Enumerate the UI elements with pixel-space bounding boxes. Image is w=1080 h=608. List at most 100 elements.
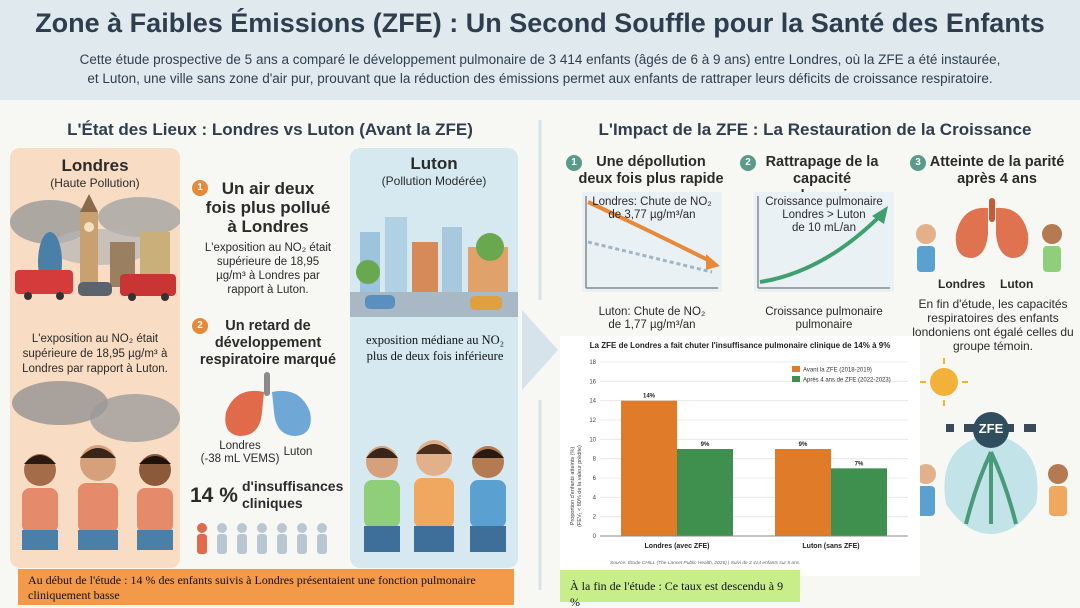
step3-text-line-1: En fin d'étude, les capacités	[918, 297, 1068, 311]
y-tick-label: 14	[589, 399, 596, 405]
legend-label-before: Avant la ZFE (2018-2019)	[803, 368, 872, 374]
step3-title: Atteinte de la parité après 4 ans	[922, 154, 1072, 188]
chart-title: La ZFE de Londres a fait chuter l'insuff…	[590, 341, 891, 350]
luton-name: Luton	[410, 154, 458, 173]
lung-label-london-value: (-38 mL VEMS)	[200, 453, 280, 465]
legend-label-after: Après 4 ans de ZFE (2022-2023)	[803, 378, 891, 384]
y-tick-label: 0	[593, 534, 597, 540]
step2-chart-label: Croissance pulmonaire Londres > Luton de…	[756, 196, 892, 235]
step3-children-lungs-illustration	[916, 198, 1062, 272]
right-section-title: L'Impact de la ZFE : La Restauration de …	[598, 120, 1032, 139]
step1-luton-label: Luton: Chute de NO₂ de 1,77 µg/m³/an	[582, 306, 722, 332]
y-tick-label: 6	[593, 476, 597, 482]
step1-luton-line-2: de 1,77 µg/m³/an	[608, 319, 696, 331]
y-tick-label: 8	[593, 457, 597, 463]
step3-title-line-2: après 4 ans	[957, 171, 1037, 187]
point1-text-line-2: supérieure de 18,95	[216, 256, 320, 268]
bar-value-label: 9%	[799, 442, 808, 448]
subtitle-line-2: et Luton, une ville sans zone d'air pur,…	[87, 71, 993, 86]
page-title: Zone à Faibles Émissions (ZFE) : Un Seco…	[35, 8, 1045, 38]
london-description: L'exposition au NO₂ était supérieure de …	[14, 332, 176, 377]
bar-value-label: 7%	[855, 461, 864, 467]
point2-number-badge: 2	[192, 318, 208, 334]
chart-ylabel-line-1: Proportion d'enfants atteints (%)	[570, 447, 576, 526]
bar-before-1	[775, 449, 831, 536]
stat-label-line-1: d'insuffisances	[242, 478, 344, 494]
step3-text-line-3: londoniens ont égalé celles du	[912, 325, 1074, 339]
step2-chart-label-line-2: Londres > Luton	[782, 209, 866, 221]
subtitle-line-1: Cette étude prospective de 5 ans a compa…	[79, 52, 1001, 67]
bar-value-label: 9%	[701, 442, 710, 448]
page-subtitle: Cette étude prospective de 5 ans a compa…	[40, 50, 1040, 88]
step1-luton-line-1: Luton: Chute de NO₂	[598, 306, 706, 318]
point2-title: Un retard de développement respiratoire …	[196, 318, 340, 369]
step2-title-line-1: Rattrapage de la	[765, 154, 879, 170]
step2-trend-chart	[754, 192, 894, 292]
bar-after-0	[677, 449, 733, 536]
y-tick-label: 12	[589, 418, 596, 424]
x-category-label: Londres (avec ZFE)	[645, 543, 710, 550]
luton-description: exposition médiane au NO₂ plus de deux f…	[356, 332, 514, 364]
left-section-title: L'État des Lieux : Londres vs Luton (Ava…	[67, 120, 473, 139]
right-footer-note: À la fin de l'étude : Ce taux est descen…	[560, 570, 800, 608]
chart-bars: 14% 9% 9% 7%	[600, 394, 908, 537]
luton-children-illustration	[364, 440, 506, 552]
y-tick-label: 10	[589, 437, 596, 443]
chart-y-ticks: 0 2 4 6 8 10 12 14 16 18	[589, 360, 596, 540]
y-tick-label: 4	[593, 495, 597, 501]
london-city-illustration	[10, 194, 180, 301]
point2-title-line-1: Un retard de	[225, 318, 311, 334]
bar-chart: La ZFE de Londres a fait chuter l'insuff…	[560, 336, 920, 576]
step2-number-badge: 2	[740, 155, 756, 171]
step3-text: En fin d'étude, les capacités respiratoi…	[910, 297, 1076, 353]
population-icon-row	[197, 523, 327, 554]
step1-number-badge: 1	[566, 155, 582, 171]
stat-percentage: 14 %	[190, 484, 238, 507]
step1-title-line-2: deux fois plus rapide	[578, 171, 724, 187]
step1-chart-label: Londres: Chute de NO₂ de 3,77 µg/m³/an	[586, 196, 718, 222]
lungs-comparison-icon	[225, 372, 311, 436]
section-divider-arrow	[522, 120, 558, 590]
step2-luton-label: Croissance pulmonaire pulmonaire	[754, 306, 894, 332]
step3-text-line-4: groupe témoin.	[952, 339, 1034, 353]
luton-desc-line-2: plus de deux fois inférieure	[366, 349, 504, 363]
y-tick-label: 18	[589, 360, 596, 366]
lung-label-london: Londres (-38 mL VEMS)	[200, 440, 280, 466]
chart-source: Source: Étude CHILL (The Lancet Public H…	[610, 559, 800, 566]
legend-swatch-before	[792, 366, 800, 372]
step3-number-badge: 3	[910, 155, 926, 171]
point1-text: L'exposition au NO₂ était supérieure de …	[196, 241, 340, 297]
london-desc-line-1: L'exposition au NO₂ était	[31, 333, 159, 345]
bar-before-0	[621, 400, 677, 536]
step1-title: Une dépollution deux fois plus rapide	[578, 154, 724, 188]
legend-swatch-after	[792, 376, 800, 382]
point1-text-line-1: L'exposition au NO₂ était	[204, 242, 332, 254]
london-children-illustration	[12, 381, 180, 550]
chart-ylabel-line-2: (FEV₁ < 80% de la valeur prédite)	[577, 445, 583, 527]
zfe-healthy-illustration	[916, 358, 1068, 534]
step1-chart-label-line-2: de 3,77 µg/m³/an	[608, 209, 696, 221]
header-banner	[0, 0, 1080, 100]
step3-label-london: Londres	[938, 277, 986, 291]
step2-chart-label-line-1: Croissance pulmonaire	[765, 196, 883, 208]
chart-legend: Avant la ZFE (2018-2019) Après 4 ans de …	[792, 366, 891, 384]
chart-x-labels: Londres (avec ZFE) Luton (sans ZFE)	[645, 543, 860, 550]
point2-title-line-3: respiratoire marqué	[199, 352, 337, 368]
london-subtitle: (Haute Pollution)	[50, 176, 140, 190]
stat-label-line-2: cliniques	[242, 495, 303, 511]
luton-city-illustration	[350, 217, 518, 317]
y-tick-label: 2	[593, 515, 597, 521]
lung-label-luton: Luton	[283, 446, 313, 458]
bar-value-label: 14%	[643, 394, 656, 400]
point1-text-line-4: rapport à Luton.	[227, 284, 309, 296]
person-icons-grey	[217, 523, 327, 554]
point1-text-line-3: µg/m³ à Londres par	[216, 270, 320, 282]
step2-luton-line-2: pulmonaire	[795, 319, 853, 331]
step3-label-luton: Luton	[1000, 277, 1034, 291]
point1-title-line-3: à Londres	[227, 217, 309, 236]
step1-trend-chart	[582, 192, 722, 292]
left-footer-note: Au début de l'étude : 14 % des enfants s…	[18, 569, 514, 605]
y-tick-label: 16	[589, 379, 596, 385]
stat-label: d'insuffisances cliniques	[242, 478, 344, 512]
point1-title-line-2: fois plus pollué	[205, 198, 331, 217]
